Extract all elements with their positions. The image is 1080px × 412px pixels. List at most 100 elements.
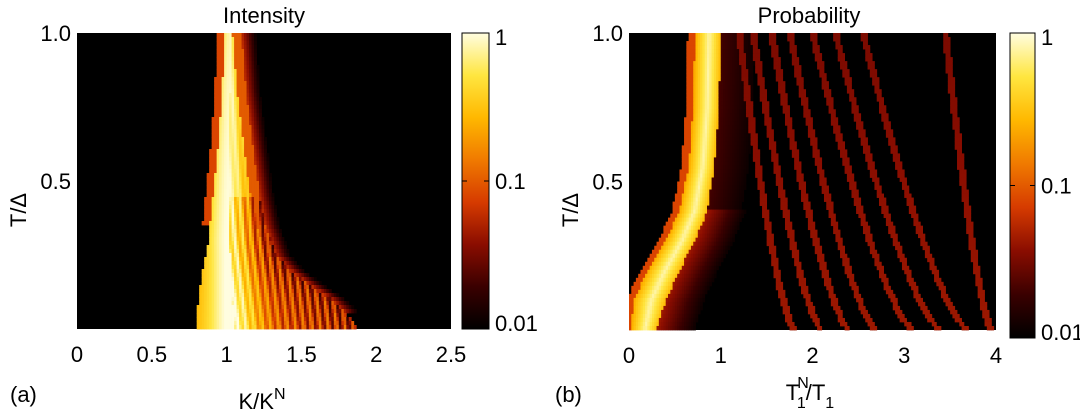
heatmap-cell: [954, 109, 958, 114]
heatmap-cell: [221, 197, 225, 202]
heatmap-cell: [709, 137, 712, 142]
heatmap-cell: [321, 325, 325, 330]
heatmap-cell: [706, 69, 710, 74]
heatmap-cell: [229, 185, 232, 190]
heatmap-cell: [254, 209, 257, 214]
heatmap-cell: [720, 89, 724, 94]
heatmap-cell: [686, 225, 690, 231]
heatmap-cell: [690, 45, 694, 50]
heatmap-cell: [759, 169, 763, 174]
heatmap-cell: [256, 241, 260, 246]
heatmap-cell: [241, 117, 245, 122]
heatmap-cell: [239, 249, 242, 254]
heatmap-cell: [241, 229, 245, 234]
heatmap-cell: [796, 157, 800, 162]
heatmap-cell: [234, 325, 237, 330]
heatmap-cell: [677, 221, 680, 227]
heatmap-cell: [246, 225, 250, 230]
heatmap-cell: [755, 169, 758, 174]
heatmap-cell: [199, 289, 203, 294]
heatmap-cell: [239, 317, 242, 322]
heatmap-cell: [211, 161, 215, 166]
heatmap-cell: [266, 269, 270, 274]
heatmap-cell: [693, 33, 696, 38]
heatmap-cell: [704, 117, 708, 122]
heatmap-cell: [241, 165, 245, 170]
heatmap-cell: [734, 93, 738, 98]
heatmap-cell: [686, 45, 690, 50]
heatmap-cell: [706, 89, 710, 94]
heatmap-cell: [273, 325, 277, 330]
heatmap-cell: [803, 205, 807, 210]
heatmap-cell: [904, 181, 907, 186]
heatmap-cell: [706, 121, 710, 126]
heatmap-cell: [840, 145, 843, 150]
heatmap-cell: [686, 125, 690, 130]
heatmap-cell: [844, 161, 848, 166]
heatmap-cell: [856, 201, 859, 206]
heatmap-cell: [766, 105, 770, 110]
heatmap-cell: [229, 253, 232, 258]
heatmap-cell: [196, 321, 200, 326]
heatmap-cell: [201, 317, 205, 322]
heatmap-cell: [231, 197, 235, 202]
heatmap-cell: [805, 117, 809, 122]
heatmap-cell: [254, 297, 257, 302]
heatmap-cell: [748, 113, 751, 118]
heatmap-cell: [867, 57, 871, 62]
heatmap-cell: [801, 193, 804, 198]
heatmap-cell: [234, 293, 237, 298]
heatmap-cell: [204, 293, 208, 298]
heatmap-cell: [759, 189, 763, 194]
heatmap-cell: [837, 145, 841, 150]
heatmap-cell: [276, 305, 280, 310]
heatmap-cell: [211, 141, 215, 146]
heatmap-cell: [236, 317, 240, 322]
heatmap-cell: [251, 93, 255, 98]
heatmap-cell: [273, 213, 277, 218]
heatmap-cell: [787, 125, 790, 130]
heatmap-cell: [231, 193, 235, 198]
heatmap-cell: [810, 217, 813, 223]
heatmap-cell: [316, 317, 320, 322]
heatmap-cell: [801, 189, 804, 194]
heatmap-cell: [904, 185, 907, 190]
heatmap-cell: [718, 53, 722, 58]
heatmap-cell: [246, 209, 250, 214]
heatmap-cell: [251, 257, 255, 262]
heatmap-cell: [796, 61, 800, 66]
heatmap-cell: [906, 185, 910, 190]
heatmap-cell: [844, 73, 848, 78]
heatmap-cell: [209, 197, 213, 202]
heatmap-cell: [221, 129, 225, 134]
heatmap-cell: [259, 257, 262, 262]
heatmap-cell: [231, 113, 235, 118]
heatmap-cell: [254, 325, 257, 330]
heatmap-cell: [693, 73, 696, 78]
heatmap-cell: [810, 141, 813, 146]
heatmap-cell: [259, 249, 262, 254]
heatmap-cell: [311, 301, 315, 306]
heatmap-cell: [229, 149, 232, 154]
heatmap-cell: [346, 321, 350, 326]
heatmap-cell: [764, 121, 768, 126]
heatmap-cell: [784, 113, 788, 118]
heatmap-cell: [219, 325, 223, 330]
heatmap-cell: [681, 217, 685, 223]
heatmap-cell: [316, 321, 320, 326]
heatmap-cell: [241, 265, 245, 270]
heatmap-cell: [231, 269, 235, 274]
heatmap-cell: [904, 177, 907, 182]
heatmap-cell: [246, 157, 250, 162]
heatmap-cell: [244, 237, 247, 242]
heatmap-cell: [259, 189, 262, 194]
heatmap-cell: [271, 277, 275, 282]
heatmap-cell: [681, 221, 685, 227]
heatmap-cell: [249, 105, 252, 110]
heatmap-cell: [713, 89, 717, 94]
heatmap-cell: [224, 157, 227, 162]
heatmap-cell: [713, 41, 717, 46]
heatmap-cell: [244, 149, 247, 154]
heatmap-cell: [729, 101, 733, 106]
heatmap-cell: [846, 169, 850, 174]
